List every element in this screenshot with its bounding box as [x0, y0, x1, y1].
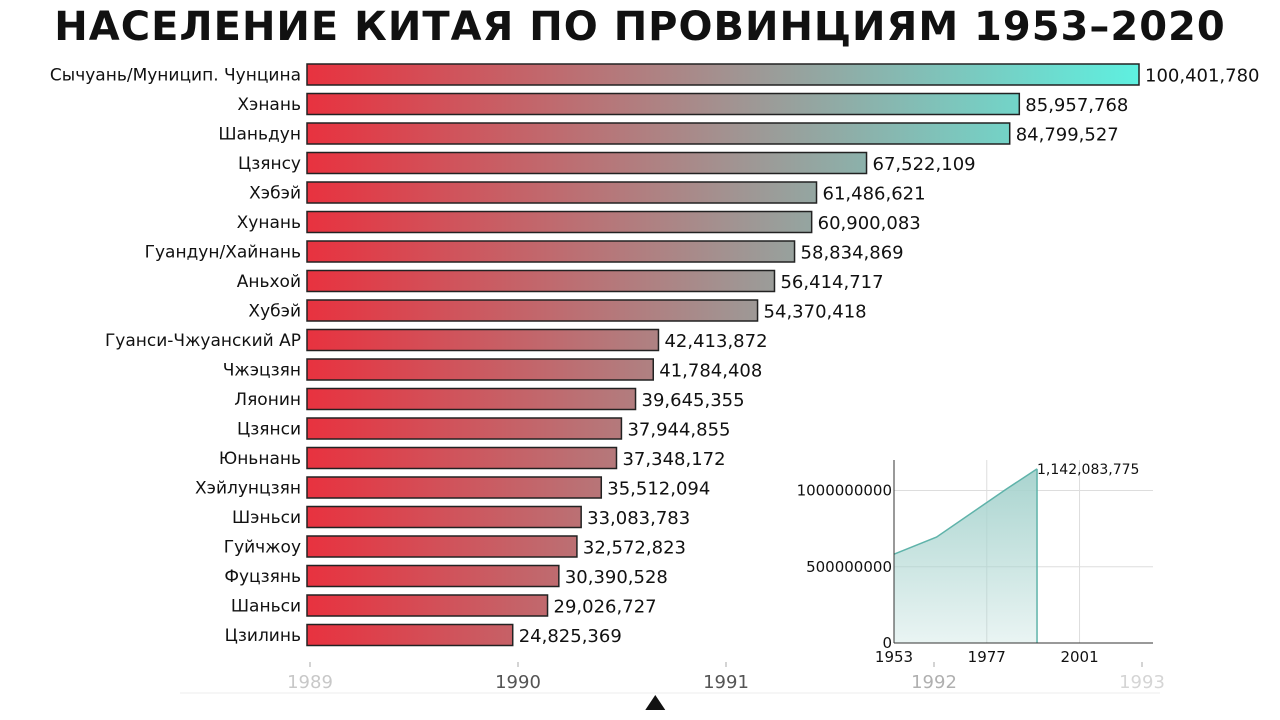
value-label: 39,645,355	[642, 390, 745, 411]
category-label: Ляонин	[234, 390, 301, 410]
y-tick-label: 1000000000	[797, 482, 892, 500]
category-label: Хунань	[237, 213, 301, 233]
timeline-year-label: 1993	[1119, 672, 1165, 693]
x-tick-label: 1953	[875, 648, 913, 666]
bar	[306, 358, 655, 381]
category-label: Шэньси	[232, 508, 301, 528]
category-label: Чжэцзян	[223, 361, 301, 381]
area-line	[893, 468, 1038, 555]
bar	[306, 476, 603, 499]
bar	[306, 92, 1021, 116]
category-label: Гуйчжоу	[224, 538, 301, 558]
category-label: Хубэй	[248, 302, 301, 322]
value-label: 67,522,109	[873, 154, 976, 175]
category-label: Шаньси	[231, 597, 301, 617]
bar	[306, 505, 582, 529]
bar	[306, 63, 1140, 86]
category-label: Аньхой	[237, 272, 301, 292]
timeline-year-label: 1990	[495, 672, 541, 693]
timeline-year-label: 1989	[287, 672, 333, 693]
category-label: Шаньдун	[218, 125, 301, 145]
bar	[306, 623, 514, 647]
timeline-year-label: 1992	[911, 672, 957, 693]
value-label: 29,026,727	[554, 597, 657, 618]
bar	[306, 269, 776, 293]
value-label: 61,486,621	[823, 184, 926, 205]
value-label: 32,572,823	[583, 538, 686, 559]
value-label: 33,083,783	[587, 508, 690, 529]
bar	[306, 299, 759, 322]
value-label: 24,825,369	[519, 626, 622, 647]
bar	[306, 446, 618, 470]
value-label: 30,390,528	[565, 567, 668, 588]
bar-chart: Сычуань/Муницип. Чунцина 100,401,780 Хэнан…	[50, 63, 1260, 647]
bar	[306, 535, 578, 558]
value-label: 37,348,172	[622, 449, 725, 470]
category-label: Юньнань	[219, 449, 301, 469]
value-label: 37,944,855	[627, 420, 730, 441]
value-label: 35,512,094	[607, 479, 710, 500]
timeline-year-label: 1991	[703, 672, 749, 693]
y-tick-label: 500000000	[806, 558, 892, 576]
value-label: 58,834,869	[801, 243, 904, 264]
x-tick-label: 1977	[968, 648, 1006, 666]
bar	[306, 210, 813, 234]
value-label: 85,957,768	[1025, 95, 1128, 116]
value-label: 41,784,408	[659, 361, 762, 382]
total-population-inset-chart: 0 500000000 1000000000 1953 1977 2001 1,142,08…	[797, 460, 1153, 666]
category-label: Хэйлунцзян	[195, 479, 301, 499]
category-label: Хэнань	[237, 95, 301, 115]
bar	[306, 594, 549, 617]
bar	[306, 151, 868, 175]
bar	[306, 328, 660, 352]
bar	[306, 417, 623, 440]
area-fill	[894, 468, 1038, 643]
category-label: Гуанси-Чжуанский АР	[105, 331, 301, 351]
category-label: Цзянси	[237, 420, 301, 440]
value-label: 100,401,780	[1145, 66, 1260, 87]
bar	[306, 387, 637, 411]
x-tick-label: 2001	[1060, 648, 1098, 666]
category-label: Хэбэй	[249, 184, 301, 204]
bar	[306, 122, 1011, 145]
category-label: Фуцзянь	[224, 567, 301, 587]
bar	[306, 240, 796, 263]
total-value-label: 1,142,083,775	[1037, 462, 1139, 478]
value-label: 54,370,418	[764, 302, 867, 323]
y-tick-label: 0	[882, 634, 892, 652]
chart-title: НАСЕЛЕНИЕ КИТАЯ ПО ПРОВИНЦИЯМ 1953–2020	[54, 4, 1226, 50]
value-label: 42,413,872	[664, 331, 767, 352]
bar	[306, 181, 818, 204]
value-label: 56,414,717	[780, 272, 883, 293]
category-label: Сычуань/Муницип. Чунцина	[50, 66, 301, 86]
category-label: Цзилинь	[225, 626, 301, 646]
value-label: 60,900,083	[818, 213, 921, 234]
timeline-marker-icon[interactable]	[645, 695, 666, 710]
value-label: 84,799,527	[1016, 125, 1119, 146]
category-label: Цзянсу	[238, 154, 301, 174]
category-label: Гуандун/Хайнань	[145, 243, 301, 263]
bar	[306, 564, 560, 588]
